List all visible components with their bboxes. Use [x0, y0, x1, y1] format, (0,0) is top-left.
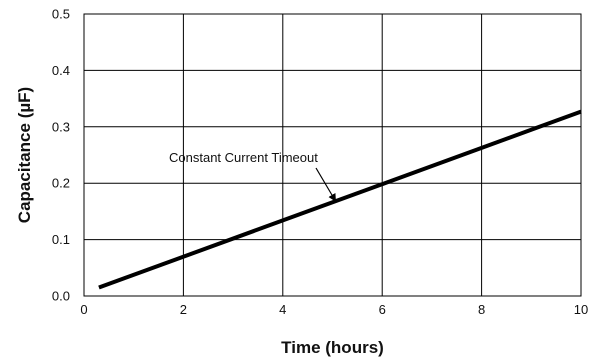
- tick-labels: 0 2 4 6 8 10 0.0 0.1 0.2 0.3 0.4 0.5: [52, 7, 588, 318]
- x-tick-label-4: 4: [279, 302, 286, 317]
- x-tick-label-2: 2: [180, 302, 187, 317]
- y-tick-label-0.1: 0.1: [52, 232, 70, 247]
- plot-area-frame: [83, 13, 582, 297]
- grid-lines: [83, 13, 582, 297]
- x-axis-title: Time (hours): [281, 338, 384, 357]
- y-tick-label-0.5: 0.5: [52, 7, 70, 22]
- y-tick-label-0: 0.0: [52, 289, 70, 304]
- x-tick-label-8: 8: [478, 302, 485, 317]
- annotation-label-0: Constant Current Timeout: [169, 150, 318, 165]
- annotation-arrow-0: [315, 167, 337, 202]
- y-tick-label-0.2: 0.2: [52, 176, 70, 191]
- series-line-0: [98, 109, 582, 290]
- y-axis-title: Capacitance (µF): [15, 87, 34, 223]
- x-tick-label-0: 0: [80, 302, 87, 317]
- x-tick-label-10: 10: [574, 302, 588, 317]
- annotations: Constant Current Timeout: [169, 150, 337, 202]
- y-tick-label-0.4: 0.4: [52, 63, 70, 78]
- x-tick-label-6: 6: [379, 302, 386, 317]
- data-series: [98, 109, 582, 290]
- y-tick-label-0.3: 0.3: [52, 119, 70, 134]
